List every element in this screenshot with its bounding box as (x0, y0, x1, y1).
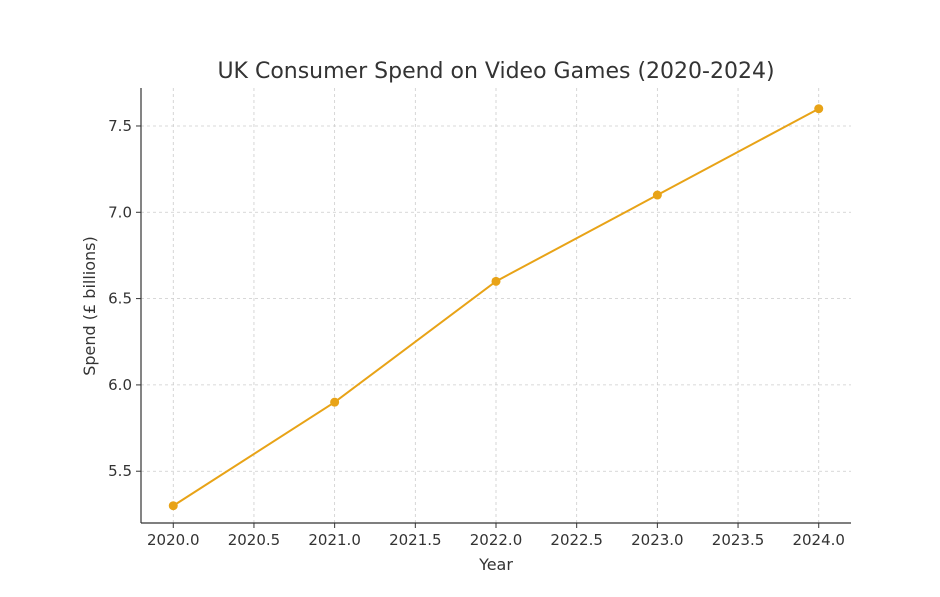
y-tick-label: 7.5 (108, 117, 132, 135)
data-point (491, 276, 501, 286)
y-tick-label: 6.0 (108, 376, 132, 394)
x-tick-label: 2023.0 (631, 531, 684, 549)
y-axis-label: Spend (£ billions) (80, 236, 99, 376)
x-tick-label: 2024.0 (792, 531, 845, 549)
ticks: 2020.0 2020.5 2021.0 2021.5 2022.0 2022.5 2023… (108, 117, 845, 549)
grid (141, 88, 851, 523)
x-tick-label: 2020.5 (228, 531, 281, 549)
y-tick-label: 5.5 (108, 462, 132, 480)
data-point (168, 501, 178, 511)
x-tick-label: 2022.0 (470, 531, 523, 549)
x-axis-label: Year (478, 555, 513, 574)
x-tick-label: 2020.0 (147, 531, 200, 549)
data-point (652, 190, 662, 200)
chart-title: UK Consumer Spend on Video Games (2020-2… (217, 59, 774, 84)
x-tick-label: 2021.0 (308, 531, 361, 549)
y-tick-label: 6.5 (108, 290, 132, 308)
series-group (168, 104, 824, 511)
y-tick-label: 7.0 (108, 203, 132, 221)
x-tick-label: 2023.5 (712, 531, 765, 549)
data-point (814, 104, 824, 114)
x-tick-label: 2022.5 (550, 531, 603, 549)
x-tick-label: 2021.5 (389, 531, 442, 549)
data-point (330, 397, 340, 407)
